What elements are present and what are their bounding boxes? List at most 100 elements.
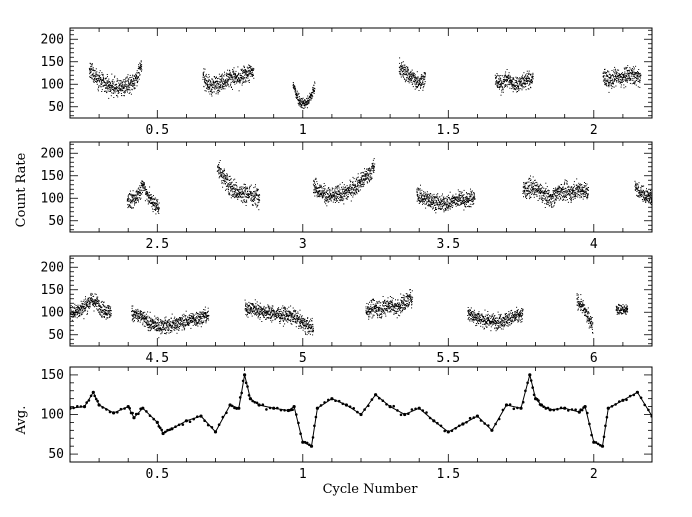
data-point xyxy=(536,188,538,190)
data-point xyxy=(646,188,647,190)
data-point xyxy=(80,300,82,302)
data-point xyxy=(525,188,527,190)
data-point xyxy=(146,195,148,197)
data-point xyxy=(228,176,230,177)
data-point xyxy=(129,200,131,202)
data-point xyxy=(501,80,503,82)
data-point xyxy=(231,191,233,193)
data-point xyxy=(245,200,247,202)
data-point xyxy=(353,178,355,180)
data-point xyxy=(253,193,255,195)
data-point xyxy=(228,80,229,82)
data-point xyxy=(583,196,585,198)
data-point xyxy=(508,72,510,74)
data-point xyxy=(603,75,605,77)
data-point xyxy=(97,74,99,76)
data-point xyxy=(86,314,88,315)
data-point xyxy=(222,180,224,181)
data-point xyxy=(317,183,318,185)
data-point xyxy=(116,80,118,82)
data-point xyxy=(629,72,631,74)
data-point xyxy=(216,80,218,82)
data-point xyxy=(78,307,79,309)
data-point xyxy=(229,182,231,183)
data-point xyxy=(229,84,231,86)
data-point xyxy=(568,189,570,191)
y-tick-label: 100 xyxy=(41,191,64,206)
data-point xyxy=(422,89,424,91)
data-point xyxy=(95,68,97,70)
data-point xyxy=(224,175,226,177)
data-point xyxy=(225,79,227,81)
data-point xyxy=(127,85,129,87)
data-point xyxy=(320,194,321,196)
data-point xyxy=(293,87,295,89)
data-point xyxy=(416,87,418,88)
data-point xyxy=(629,79,631,81)
data-point xyxy=(417,81,419,83)
data-point xyxy=(518,80,520,82)
data-point xyxy=(364,168,365,170)
data-point xyxy=(449,208,451,210)
data-point xyxy=(563,193,565,195)
data-point xyxy=(240,186,242,188)
data-point xyxy=(256,206,258,208)
data-point xyxy=(529,195,531,197)
data-point xyxy=(372,166,374,168)
data-point xyxy=(442,193,443,195)
data-point xyxy=(158,207,160,209)
data-point xyxy=(449,198,451,200)
data-point xyxy=(319,191,321,193)
data-point xyxy=(443,200,445,202)
data-point xyxy=(121,95,122,97)
data-point xyxy=(230,179,232,181)
data-point xyxy=(124,95,125,97)
data-point xyxy=(570,196,572,198)
data-point xyxy=(86,305,88,307)
data-point xyxy=(612,82,613,84)
data-point xyxy=(444,210,446,212)
data-point xyxy=(506,84,508,86)
data-point xyxy=(614,76,616,77)
data-point xyxy=(222,75,224,77)
data-point xyxy=(374,163,376,165)
data-point xyxy=(107,87,109,89)
data-point xyxy=(527,193,529,195)
data-point xyxy=(616,81,618,83)
data-point xyxy=(138,194,140,196)
data-point xyxy=(319,195,321,197)
data-point xyxy=(630,78,632,80)
data-point xyxy=(408,76,410,77)
data-point xyxy=(350,189,352,191)
data-point xyxy=(529,198,531,200)
data-point xyxy=(607,78,609,80)
data-point xyxy=(297,98,299,100)
data-point xyxy=(221,180,223,182)
data-point xyxy=(295,96,297,98)
data-point xyxy=(573,183,575,185)
data-point xyxy=(650,191,652,193)
data-point xyxy=(526,183,528,185)
data-point xyxy=(115,88,117,90)
data-point xyxy=(588,189,589,191)
data-point xyxy=(254,197,256,199)
data-point xyxy=(158,213,160,214)
data-point xyxy=(646,194,648,196)
data-point xyxy=(204,68,206,70)
data-point xyxy=(579,195,581,197)
data-point xyxy=(203,86,205,88)
data-point xyxy=(533,190,535,192)
data-point xyxy=(131,76,133,78)
data-point xyxy=(358,184,360,186)
data-point xyxy=(423,77,425,79)
data-point xyxy=(222,83,223,85)
data-point xyxy=(131,201,133,203)
data-point xyxy=(228,76,230,78)
data-point xyxy=(428,204,430,206)
data-point xyxy=(420,193,422,195)
data-point xyxy=(203,76,205,78)
data-point xyxy=(557,188,559,190)
data-point xyxy=(441,207,443,209)
data-point xyxy=(245,79,246,81)
data-point xyxy=(528,181,530,183)
